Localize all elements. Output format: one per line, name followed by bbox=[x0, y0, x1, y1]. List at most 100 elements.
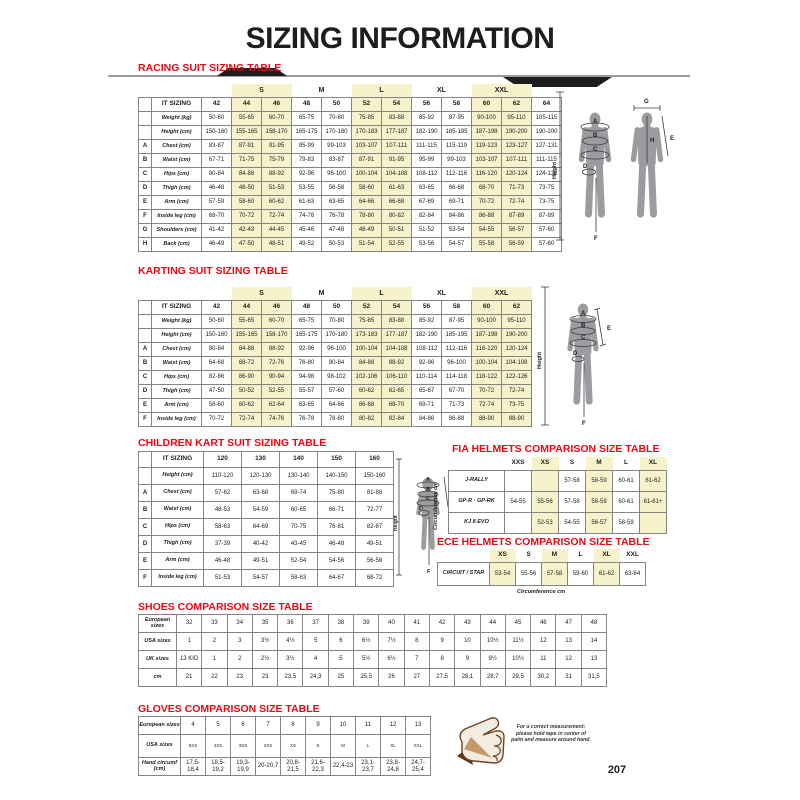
table-cell: 4XS bbox=[205, 734, 231, 758]
row-letter bbox=[138, 314, 152, 329]
page-number: 207 bbox=[607, 764, 627, 776]
table-cell: 79-83 bbox=[291, 153, 322, 168]
table-cell: 104-108 bbox=[381, 342, 412, 357]
karting-body-measurement-figure: Height A B C D F E bbox=[537, 286, 611, 427]
table-cell: 3 bbox=[226, 632, 253, 651]
table-cell: XL bbox=[380, 734, 406, 758]
table-cell: 8 bbox=[428, 650, 456, 669]
table-cell: 26 bbox=[378, 668, 405, 687]
table-cell: 54-56 bbox=[317, 552, 356, 570]
measurement-row: E Arm (cm) 57-59 58-60 60-62 61-63 63-65 64-66 6… bbox=[138, 195, 562, 210]
table-cell: 150-160 bbox=[201, 125, 232, 140]
table-cell: 75-80 bbox=[317, 484, 356, 502]
size-header-cell: 54 bbox=[381, 97, 412, 112]
table-cell bbox=[139, 287, 152, 301]
table-cell: 49-52 bbox=[291, 237, 322, 252]
table-cell: 103-107 bbox=[471, 153, 502, 168]
table-cell: 87-89 bbox=[531, 209, 562, 224]
table-cell: 1 bbox=[175, 632, 203, 651]
row-label: Arm (cm) bbox=[151, 552, 204, 570]
table-cell: 13 bbox=[580, 650, 608, 669]
table-cell: 2½ bbox=[251, 650, 279, 669]
table-cell: 46-48 bbox=[317, 535, 356, 553]
table-cell: 84-88 bbox=[231, 167, 262, 182]
table-cell: 182-190 bbox=[411, 125, 442, 140]
table-row: UK sizes 13 KID 1 2 2½ 3½ 4 5 5½ 6½ 7 8 9 9½ 10½ 11 12 13 bbox=[138, 650, 608, 669]
table-cell: 46-48 bbox=[203, 552, 242, 570]
table-cell: 57-60 bbox=[321, 384, 352, 399]
table-cell: 69-71 bbox=[441, 195, 472, 210]
table-cell: 18,5-19,2 bbox=[205, 757, 231, 776]
measurement-label-c: C bbox=[593, 147, 598, 153]
shoes-comparison-table: European sizes 32 33 34 35 36 37 38 39 40 41 42 43 44… bbox=[138, 614, 608, 687]
size-group-row: S M L XL XXL bbox=[139, 287, 532, 301]
height-label: Height bbox=[394, 515, 399, 531]
column-header-row: XS S M L XL XXL bbox=[438, 549, 646, 563]
table-cell: 150-160 bbox=[201, 328, 232, 343]
table-cell: 45 bbox=[504, 614, 532, 633]
table-cell: 44-45 bbox=[261, 223, 292, 238]
table-cell: 53-54 bbox=[441, 223, 472, 238]
row-label: cm bbox=[138, 668, 177, 687]
column-header-cell: L bbox=[612, 457, 640, 471]
karting-suit-table-title: KARTING SUIT SIZING TABLE bbox=[138, 265, 288, 277]
row-label: Inside leg (cm) bbox=[151, 412, 202, 427]
table-cell: 60-65 bbox=[279, 501, 318, 519]
table-cell: 48-49 bbox=[351, 223, 382, 238]
table-cell: 70-75 bbox=[279, 518, 318, 536]
table-cell: 7 bbox=[403, 650, 430, 669]
table-cell: 80-84 bbox=[201, 342, 232, 357]
row-label: USA sizes bbox=[138, 632, 177, 651]
table-cell: 155-165 bbox=[231, 125, 262, 140]
table-cell: 59-60 bbox=[567, 562, 594, 586]
gloves-table-title: GLOVES COMPARISON SIZE TABLE bbox=[138, 703, 320, 715]
table-cell: 84-88 bbox=[231, 342, 262, 357]
table-cell: 103-107 bbox=[351, 139, 382, 154]
divider-tab-left bbox=[217, 68, 287, 76]
column-header-row: XXS XS S M L XL bbox=[449, 457, 667, 471]
table-cell: 23,1-23,7 bbox=[355, 757, 381, 776]
table-cell: 40-42 bbox=[241, 535, 280, 553]
table-cell: 45-46 bbox=[291, 223, 322, 238]
table-cell: 6½ bbox=[353, 632, 380, 651]
table-cell: 8 bbox=[403, 632, 430, 651]
table-cell bbox=[531, 470, 559, 492]
size-header-cell: 44 bbox=[231, 97, 262, 112]
table-row: J-RALLY 57-58 58-59 60-61 61-62 bbox=[448, 470, 667, 492]
table-cell: 120-124 bbox=[501, 342, 532, 357]
size-header-cell: 60 bbox=[471, 97, 502, 112]
size-header-cell: 140 bbox=[279, 451, 318, 468]
table-cell: 60-62 bbox=[351, 384, 382, 399]
table-cell: 5 bbox=[302, 632, 329, 651]
table-cell: 72-74 bbox=[501, 195, 532, 210]
measurement-row: C Hips (cm) 58-63 64-69 70-75 76-81 82-87 bbox=[138, 518, 394, 536]
table-cell: 52-54 bbox=[279, 552, 318, 570]
table-cell: 2 bbox=[201, 632, 228, 651]
table-cell: 63-65 bbox=[411, 181, 442, 196]
table-cell: 27 bbox=[403, 668, 430, 687]
row-letter: E bbox=[138, 398, 152, 413]
table-cell: 92-96 bbox=[291, 167, 322, 182]
table-cell: 61-61+ bbox=[639, 491, 667, 513]
table-cell: 68-72 bbox=[231, 356, 262, 371]
karting-suit-sizing-table: S M L XL XXL IT SIZING 42 44 46 48 50 52 54 56 58 60 62 W… bbox=[138, 287, 532, 427]
table-cell: 67-70 bbox=[441, 384, 472, 399]
table-cell: 20,8-21,5 bbox=[280, 757, 306, 776]
table-cell: 95-110 bbox=[501, 111, 532, 126]
table-cell: M bbox=[330, 734, 356, 758]
table-cell: 185-195 bbox=[441, 125, 472, 140]
corner-cell bbox=[449, 457, 505, 471]
table-cell: 10 bbox=[330, 716, 356, 735]
table-cell: 71-73 bbox=[501, 181, 532, 196]
height-label: Height bbox=[537, 352, 543, 369]
table-cell: 36 bbox=[277, 614, 304, 633]
table-cell: 56-58 bbox=[355, 552, 394, 570]
row-letter bbox=[138, 111, 152, 126]
measurement-label-g: G bbox=[644, 99, 649, 105]
shoes-table-grid: European sizes 32 33 34 35 36 37 38 39 40 41 42 43 44… bbox=[138, 614, 608, 687]
table-cell: 76-78 bbox=[321, 209, 352, 224]
measurement-row: E Arm (cm) 46-48 49-51 52-54 54-56 56-58 bbox=[138, 552, 394, 570]
children-kart-suit-table-title: CHILDREN KART SUIT SIZING TABLE bbox=[138, 437, 327, 449]
table-cell: 10½ bbox=[479, 632, 506, 651]
measurement-label-c: C bbox=[426, 496, 430, 502]
